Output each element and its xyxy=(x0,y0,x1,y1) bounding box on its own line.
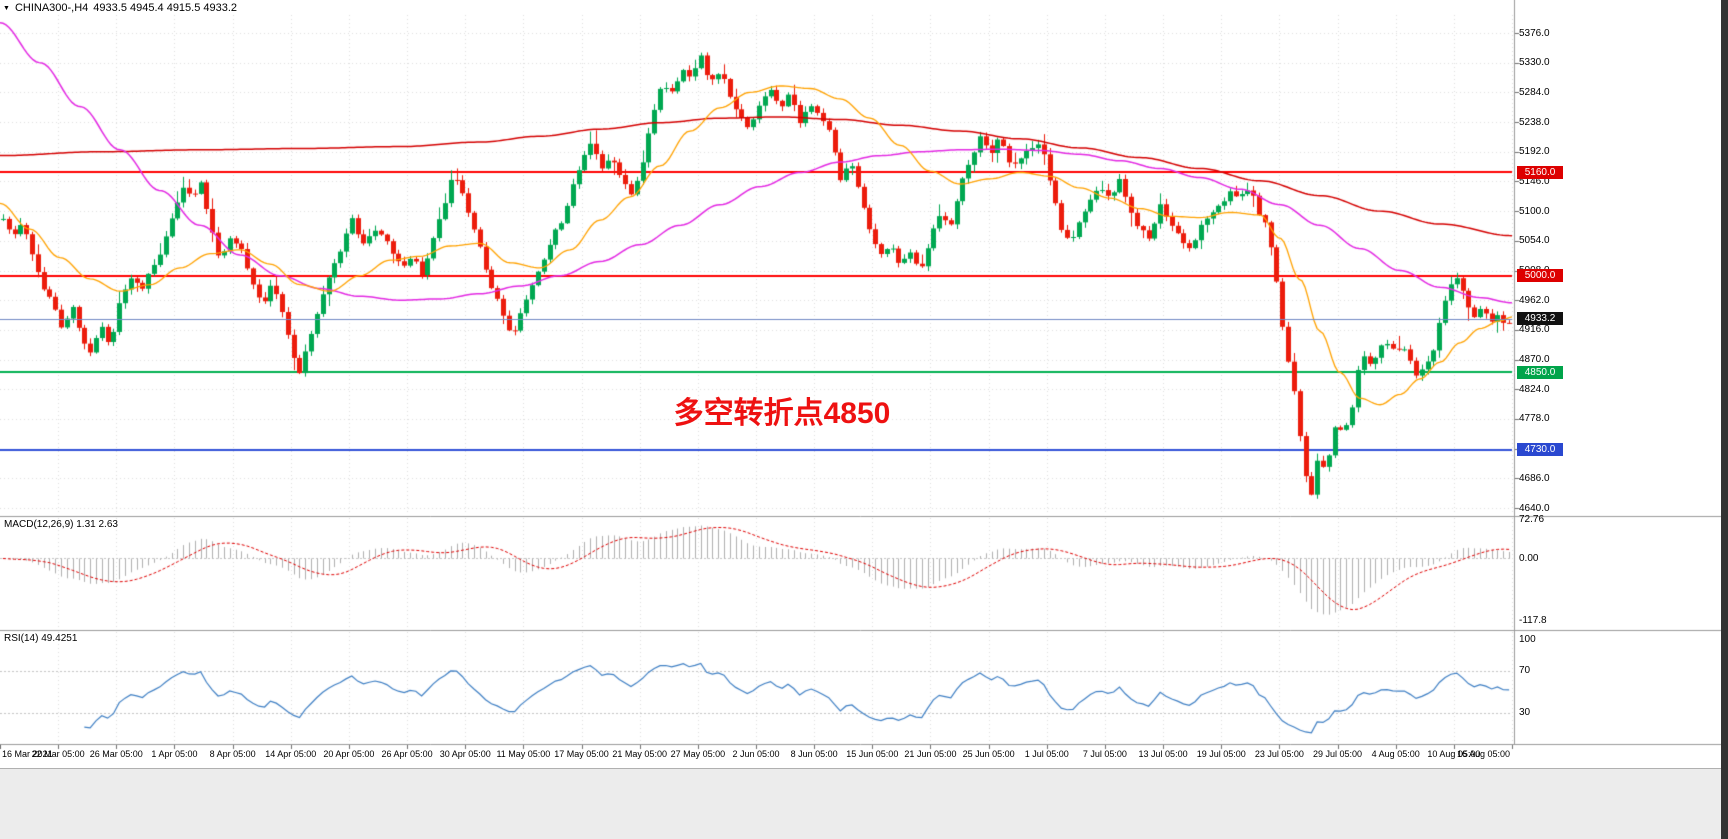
price-axis-tick: 5100.0 xyxy=(1519,205,1550,217)
price-axis-tick: 4824.0 xyxy=(1519,383,1550,395)
price-axis-tick: 5238.0 xyxy=(1519,116,1550,128)
time-axis-label: 4 Aug 05:00 xyxy=(1371,749,1420,759)
price-axis-tick: 5192.0 xyxy=(1519,146,1550,158)
price-axis-tick: 4686.0 xyxy=(1519,472,1550,484)
rsi-indicator-label: RSI(14) 49.4251 xyxy=(4,633,78,644)
macd-axis-tick: 72.76 xyxy=(1519,514,1545,526)
time-axis-label: 25 Jun 05:00 xyxy=(962,749,1015,759)
rsi-axis-tick: 100 xyxy=(1519,633,1536,645)
time-axis-label: 22 Mar 05:00 xyxy=(31,749,85,759)
time-axis-label: 21 Jun 05:00 xyxy=(904,749,957,759)
time-axis-label: 29 Jul 05:00 xyxy=(1313,749,1363,759)
price-axis-tick: 5376.0 xyxy=(1519,27,1550,39)
chart-symbol-title: ▼ CHINA300-,H4 4933.5 4945.4 4915.5 4933… xyxy=(3,2,237,14)
price-level-label-4730.0: 4730.0 xyxy=(1517,443,1563,457)
price-level-label-5000.0: 5000.0 xyxy=(1517,269,1563,283)
time-axis-label: 1 Apr 05:00 xyxy=(151,749,198,759)
ohlc-values-label: 4933.5 4945.4 4915.5 4933.2 xyxy=(93,2,238,14)
price-axis[interactable]: 5376.0 5330.0 5284.0 5238.0 5192.0 5146.0 5100… xyxy=(1516,0,1722,768)
price-axis-tick: 5146.0 xyxy=(1519,175,1550,187)
time-axis-label: 2 Jun 05:00 xyxy=(732,749,780,759)
time-axis-label: 23 Jul 05:00 xyxy=(1254,749,1304,759)
price-level-label-4850.0: 4850.0 xyxy=(1517,365,1563,379)
time-axis-label: 8 Jun 05:00 xyxy=(790,749,838,759)
macd-axis-tick: -117.8 xyxy=(1519,614,1547,626)
time-axis-label: 8 Apr 05:00 xyxy=(209,749,256,759)
time-axis-label: 11 May 05:00 xyxy=(496,749,551,759)
time-axis-label: 16 Aug 05:00 xyxy=(1456,749,1510,759)
price-axis-tick: 5054.0 xyxy=(1519,235,1550,247)
time-axis-label: 16 Mar 2021 xyxy=(2,749,53,759)
price-axis-tick: 4640.0 xyxy=(1519,502,1550,514)
time-axis-label: 26 Apr 05:00 xyxy=(381,749,433,759)
time-axis-label: 15 Jun 05:00 xyxy=(846,749,899,759)
main-chart-panel[interactable] xyxy=(0,14,1512,516)
time-axis-label: 30 Apr 05:00 xyxy=(439,749,491,759)
price-axis-tick: 4916.0 xyxy=(1519,324,1550,336)
price-axis-tick: 4870.0 xyxy=(1519,354,1550,366)
time-axis-label: 21 May 05:00 xyxy=(612,749,667,759)
time-axis-label: 7 Jul 05:00 xyxy=(1082,749,1127,759)
price-axis-tick: 4778.0 xyxy=(1519,413,1550,425)
price-level-label-4933.2: 4933.2 xyxy=(1517,312,1563,326)
rsi-axis-tick: 30 xyxy=(1519,707,1531,718)
time-axis[interactable]: 16 Mar 2021 22 Mar 05:00 26 Mar 05:00 1 Apr… xyxy=(0,749,1512,763)
rsi-panel[interactable] xyxy=(0,631,1512,744)
time-axis-label: 19 Jul 05:00 xyxy=(1196,749,1246,759)
rsi-axis-tick: 70 xyxy=(1519,665,1531,676)
time-axis-label: 1 Jul 05:00 xyxy=(1024,749,1069,759)
macd-axis-tick: 0.00 xyxy=(1519,552,1539,564)
symbol-timeframe-label: CHINA300-,H4 xyxy=(14,2,89,14)
price-axis-tick: 5284.0 xyxy=(1519,86,1550,98)
time-axis-label: 10 Aug 05:00 xyxy=(1427,749,1481,759)
price-axis-tick: 5330.0 xyxy=(1519,57,1550,69)
macd-panel[interactable] xyxy=(0,517,1512,630)
time-axis-label: 17 May 05:00 xyxy=(554,749,609,759)
time-axis-label: 13 Jul 05:00 xyxy=(1138,749,1188,759)
time-axis-label: 26 Mar 05:00 xyxy=(89,749,143,759)
chart-annotation-text[interactable]: 多空转折点4850 xyxy=(673,397,891,430)
time-axis-label: 14 Apr 05:00 xyxy=(265,749,317,759)
price-axis-tick: 4962.0 xyxy=(1519,294,1550,306)
right-edge-strip xyxy=(1721,0,1728,839)
time-axis-label: 20 Apr 05:00 xyxy=(323,749,375,759)
time-axis-label: 27 May 05:00 xyxy=(670,749,726,759)
dropdown-triangle-icon: ▼ xyxy=(3,4,10,12)
price-level-label-5160.0: 5160.0 xyxy=(1517,165,1563,179)
bottom-spacer xyxy=(0,768,1728,839)
macd-indicator-label: MACD(12,26,9) 1.31 2.63 xyxy=(4,519,118,530)
